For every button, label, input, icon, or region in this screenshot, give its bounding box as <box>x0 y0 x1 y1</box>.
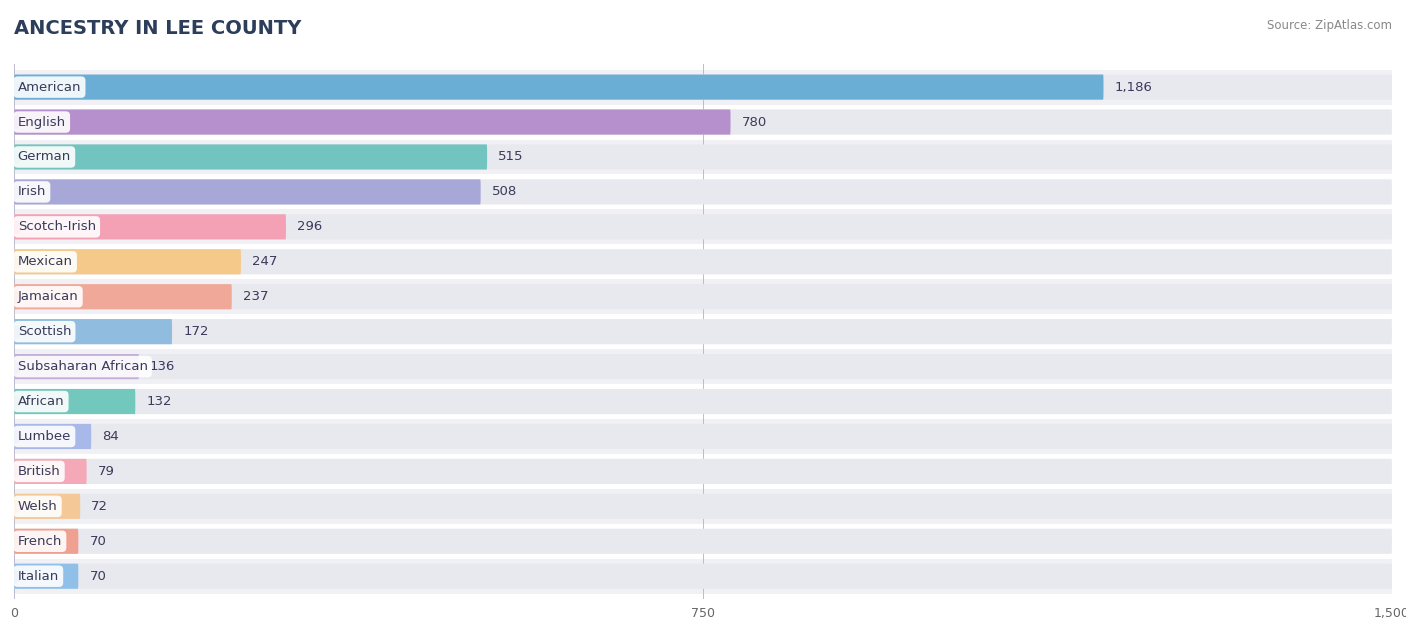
Bar <box>14 454 1392 489</box>
FancyBboxPatch shape <box>14 354 1392 379</box>
Text: 136: 136 <box>150 360 176 373</box>
Text: 84: 84 <box>103 430 120 443</box>
FancyBboxPatch shape <box>14 529 79 554</box>
Text: Jamaican: Jamaican <box>18 290 79 303</box>
Text: English: English <box>18 115 66 129</box>
FancyBboxPatch shape <box>14 284 232 309</box>
Text: Italian: Italian <box>18 570 59 583</box>
FancyBboxPatch shape <box>14 459 1392 484</box>
Text: 296: 296 <box>297 220 322 233</box>
FancyBboxPatch shape <box>14 389 1392 414</box>
FancyBboxPatch shape <box>14 494 1392 519</box>
Text: British: British <box>18 465 60 478</box>
FancyBboxPatch shape <box>14 564 79 589</box>
Text: ANCESTRY IN LEE COUNTY: ANCESTRY IN LEE COUNTY <box>14 19 301 39</box>
FancyBboxPatch shape <box>14 109 731 135</box>
FancyBboxPatch shape <box>14 144 1392 169</box>
Text: Scotch-Irish: Scotch-Irish <box>18 220 96 233</box>
FancyBboxPatch shape <box>14 494 80 519</box>
FancyBboxPatch shape <box>14 424 91 449</box>
Text: 508: 508 <box>492 185 517 198</box>
Bar <box>14 244 1392 279</box>
Bar <box>14 524 1392 559</box>
Bar <box>14 209 1392 244</box>
Bar <box>14 349 1392 384</box>
Text: 70: 70 <box>90 535 107 548</box>
FancyBboxPatch shape <box>14 284 1392 309</box>
Text: Mexican: Mexican <box>18 255 73 269</box>
Text: French: French <box>18 535 62 548</box>
FancyBboxPatch shape <box>14 424 1392 449</box>
Bar <box>14 419 1392 454</box>
Text: Welsh: Welsh <box>18 500 58 513</box>
FancyBboxPatch shape <box>14 214 1392 240</box>
Text: Irish: Irish <box>18 185 46 198</box>
FancyBboxPatch shape <box>14 459 87 484</box>
Text: 70: 70 <box>90 570 107 583</box>
FancyBboxPatch shape <box>14 354 139 379</box>
Bar <box>14 70 1392 104</box>
Bar <box>14 175 1392 209</box>
Bar <box>14 384 1392 419</box>
Text: Lumbee: Lumbee <box>18 430 72 443</box>
FancyBboxPatch shape <box>14 319 1392 345</box>
Text: Source: ZipAtlas.com: Source: ZipAtlas.com <box>1267 19 1392 32</box>
Text: 79: 79 <box>97 465 114 478</box>
Text: 1,186: 1,186 <box>1115 80 1153 93</box>
Text: 780: 780 <box>741 115 766 129</box>
FancyBboxPatch shape <box>14 564 1392 589</box>
Text: 132: 132 <box>146 395 172 408</box>
Text: Scottish: Scottish <box>18 325 72 338</box>
FancyBboxPatch shape <box>14 179 481 205</box>
FancyBboxPatch shape <box>14 75 1392 100</box>
Bar <box>14 314 1392 349</box>
FancyBboxPatch shape <box>14 529 1392 554</box>
Text: 515: 515 <box>498 151 523 164</box>
Bar <box>14 104 1392 140</box>
Bar <box>14 279 1392 314</box>
FancyBboxPatch shape <box>14 214 285 240</box>
FancyBboxPatch shape <box>14 249 1392 274</box>
Text: 72: 72 <box>91 500 108 513</box>
Text: Subsaharan African: Subsaharan African <box>18 360 148 373</box>
Bar <box>14 489 1392 524</box>
Text: 172: 172 <box>183 325 208 338</box>
FancyBboxPatch shape <box>14 319 172 345</box>
Bar <box>14 559 1392 594</box>
FancyBboxPatch shape <box>14 109 1392 135</box>
Text: 247: 247 <box>252 255 277 269</box>
FancyBboxPatch shape <box>14 75 1104 100</box>
FancyBboxPatch shape <box>14 179 1392 205</box>
FancyBboxPatch shape <box>14 144 486 169</box>
FancyBboxPatch shape <box>14 389 135 414</box>
Bar <box>14 140 1392 175</box>
FancyBboxPatch shape <box>14 249 240 274</box>
Text: American: American <box>18 80 82 93</box>
Text: 237: 237 <box>243 290 269 303</box>
Text: German: German <box>18 151 70 164</box>
Text: African: African <box>18 395 65 408</box>
